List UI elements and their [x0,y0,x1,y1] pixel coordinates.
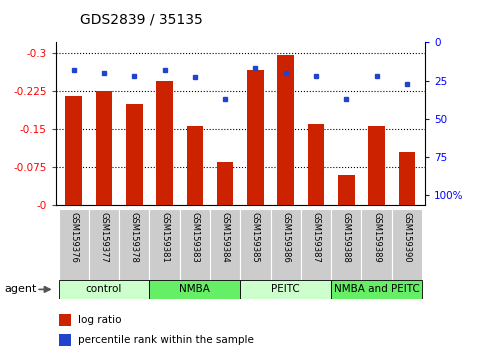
Bar [277,55,294,205]
Bar [308,124,325,205]
Bar [59,314,71,326]
Bar [247,70,264,205]
Bar [186,126,203,205]
Bar [65,96,82,205]
Bar [96,91,113,205]
Text: GSM159376: GSM159376 [69,212,78,263]
Bar [126,104,142,205]
Bar [217,162,233,205]
Text: PEITC: PEITC [271,284,300,295]
Bar [301,209,331,281]
Bar [180,209,210,281]
Bar [338,175,355,205]
Bar [149,280,241,299]
Text: GSM159385: GSM159385 [251,212,260,263]
Text: GSM159386: GSM159386 [281,212,290,263]
Bar [241,280,331,299]
Text: GSM159381: GSM159381 [160,212,169,263]
Bar [210,209,241,281]
Bar [392,209,422,281]
Text: GSM159387: GSM159387 [312,212,321,263]
Text: GSM159390: GSM159390 [402,212,412,262]
Text: control: control [86,284,122,295]
Bar [59,334,71,346]
Text: GSM159378: GSM159378 [130,212,139,263]
Bar [149,209,180,281]
Bar [58,209,89,281]
Text: NMBA and PEITC: NMBA and PEITC [334,284,419,295]
Text: log ratio: log ratio [78,315,121,325]
Text: GSM159384: GSM159384 [221,212,229,263]
Bar [270,209,301,281]
Bar [156,81,173,205]
Bar [331,280,422,299]
Text: NMBA: NMBA [179,284,210,295]
Text: GSM159377: GSM159377 [99,212,109,263]
Bar [361,209,392,281]
Bar [331,209,361,281]
Text: GSM159388: GSM159388 [342,212,351,263]
Text: agent: agent [5,284,37,295]
Bar [89,209,119,281]
Bar [58,280,149,299]
Text: percentile rank within the sample: percentile rank within the sample [78,335,254,345]
Bar [398,152,415,205]
Bar [368,126,385,205]
Text: GSM159389: GSM159389 [372,212,381,263]
Bar [119,209,149,281]
Bar [241,209,270,281]
Text: GDS2839 / 35135: GDS2839 / 35135 [80,12,202,27]
Text: GSM159383: GSM159383 [190,212,199,263]
